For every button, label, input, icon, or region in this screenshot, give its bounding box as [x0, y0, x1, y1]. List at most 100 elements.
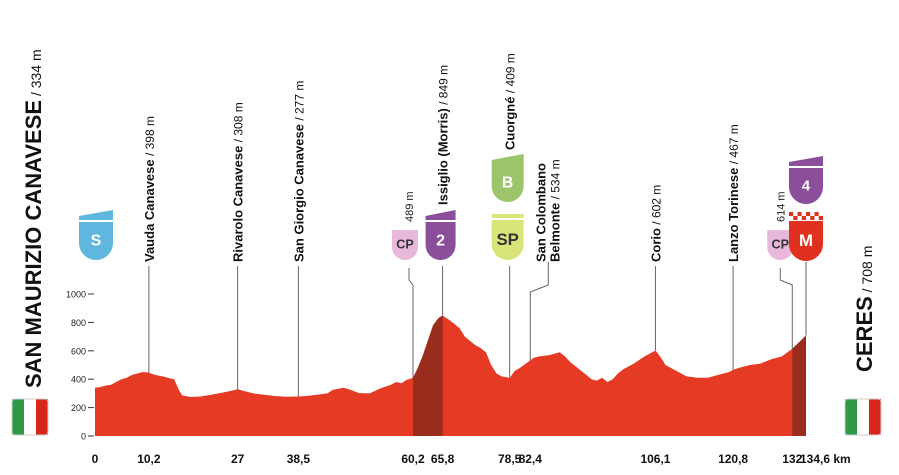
place-label: Issiglio (Morris) / 849 m [436, 65, 451, 205]
place-name: Cuorgné [503, 97, 518, 150]
start-badge-label: S [91, 233, 102, 250]
place-label: Vauda Canavese / 398 m [142, 116, 157, 262]
sprint-badge-stripe [491, 214, 524, 218]
place-altitude: / 398 m [143, 116, 157, 159]
place-altitude: / 602 m [649, 185, 663, 228]
start-title-altitude: / 334 m [28, 49, 44, 100]
checkpoint-marker-line [408, 268, 414, 378]
place-name: Issiglio (Morris) [436, 108, 451, 205]
sprint-badge [491, 220, 524, 260]
finish-checker [793, 216, 798, 220]
finish-checker [814, 216, 819, 220]
place-name: Corio [648, 228, 663, 262]
start-title-name: SAN MAURIZIO CANAVESE [21, 100, 46, 388]
bonus-badge-flag [491, 154, 524, 164]
mountain-cat4-badge-flag [789, 156, 823, 166]
x-tick-label: 120,8 [718, 452, 748, 466]
finish-badge [789, 221, 823, 261]
finish-title-name: CERES [852, 296, 877, 372]
finish-checker [789, 212, 794, 216]
x-tick-label: 10,2 [137, 452, 161, 466]
finish-checker [801, 212, 806, 216]
place-altitude: / 409 m [504, 53, 518, 96]
place-label: Lanzo Torinese / 467 m [726, 124, 741, 262]
place-name: Belmonte [547, 203, 562, 262]
place-label: San Colombano [533, 163, 548, 262]
elevation-area [95, 315, 806, 436]
x-tick-label: 60,2 [401, 452, 425, 466]
bonus-badge [491, 164, 524, 203]
y-tick-label: 200 [71, 403, 86, 413]
finish-italian-flag-green [845, 399, 857, 435]
climb-segment-1 [413, 315, 443, 436]
finish-checker [793, 212, 798, 216]
bonus-badge-label: B [502, 175, 514, 192]
place-altitude: / 534 m [548, 159, 562, 202]
finish-checker [810, 216, 815, 220]
mountain-cat2-badge [425, 222, 456, 260]
place-altitude: / 308 m [232, 102, 246, 145]
finish-checker [818, 212, 823, 216]
place-name: Rivarolo Canavese [231, 146, 246, 262]
x-tick-label: 134,6 km [800, 452, 851, 466]
x-tick-label: 65,8 [431, 452, 455, 466]
place-altitude: / 277 m [292, 81, 306, 124]
place-name: Lanzo Torinese [726, 168, 741, 262]
mountain-cat4-badge [789, 168, 823, 204]
sprint-badge-label: SP [496, 230, 518, 249]
place-name: Vauda Canavese [142, 159, 157, 262]
x-tick-label: 82,4 [519, 452, 543, 466]
checkpoint-badge-label: CP [396, 238, 414, 252]
climb-segment-2 [792, 335, 806, 436]
x-tick-label: 78,5 [498, 452, 522, 466]
finish-title-altitude: / 708 m [859, 246, 875, 297]
place-altitude: / 467 m [727, 124, 741, 167]
place-name: San Colombano [533, 163, 548, 262]
finish-checker [797, 216, 802, 220]
x-tick-label: 132 [782, 452, 802, 466]
start-badge-flag [79, 210, 113, 220]
y-tick-label: 600 [71, 346, 86, 356]
finish-italian-flag-white [857, 399, 869, 435]
mountain-cat4-badge-label: 4 [802, 177, 811, 194]
x-tick-label: 0 [92, 452, 99, 466]
x-tick-label: 27 [231, 452, 245, 466]
x-tick-label: 106,1 [640, 452, 670, 466]
x-tick-label: 38,5 [287, 452, 311, 466]
place-label: Rivarolo Canavese / 308 m [231, 102, 246, 262]
y-tick-label: 1000 [66, 290, 86, 300]
place-name: San Giorgio Canavese [291, 124, 306, 262]
start-italian-flag-green [12, 399, 24, 435]
place-label: Corio / 602 m [648, 185, 663, 262]
y-tick-label: 800 [71, 318, 86, 328]
place-label: Belmonte / 534 m [547, 159, 562, 262]
checkpoint-badge [767, 230, 794, 260]
finish-checker [806, 216, 811, 220]
finish-checker [810, 212, 815, 216]
checkpoint-marker-line [779, 268, 793, 349]
finish-checker [797, 212, 802, 216]
checkpoint-altitude: 614 m [775, 191, 787, 222]
y-tick-label: 400 [71, 375, 86, 385]
finish-italian-flag-border [844, 398, 882, 436]
finish-italian-flag-red [869, 399, 881, 435]
finish-checker [806, 212, 811, 216]
finish-title: CERES / 708 m [852, 246, 877, 372]
mountain-cat2-badge-flag [425, 210, 456, 220]
start-badge [79, 222, 113, 260]
checkpoint-badge [391, 230, 418, 260]
finish-checker [818, 216, 823, 220]
finish-checker [789, 216, 794, 220]
y-tick-label: 0 [81, 432, 86, 442]
mountain-cat2-badge-label: 2 [436, 233, 445, 250]
start-italian-flag-red [36, 399, 48, 435]
start-italian-flag-white [24, 399, 36, 435]
checkpoint-altitude: 489 m [404, 191, 416, 222]
finish-checker [801, 216, 806, 220]
start-title: SAN MAURIZIO CANAVESE / 334 m [21, 49, 46, 388]
place-altitude: / 849 m [437, 65, 451, 108]
finish-checker [814, 212, 819, 216]
place-label: San Giorgio Canavese / 277 m [291, 81, 306, 262]
finish-badge-label: M [799, 231, 813, 250]
